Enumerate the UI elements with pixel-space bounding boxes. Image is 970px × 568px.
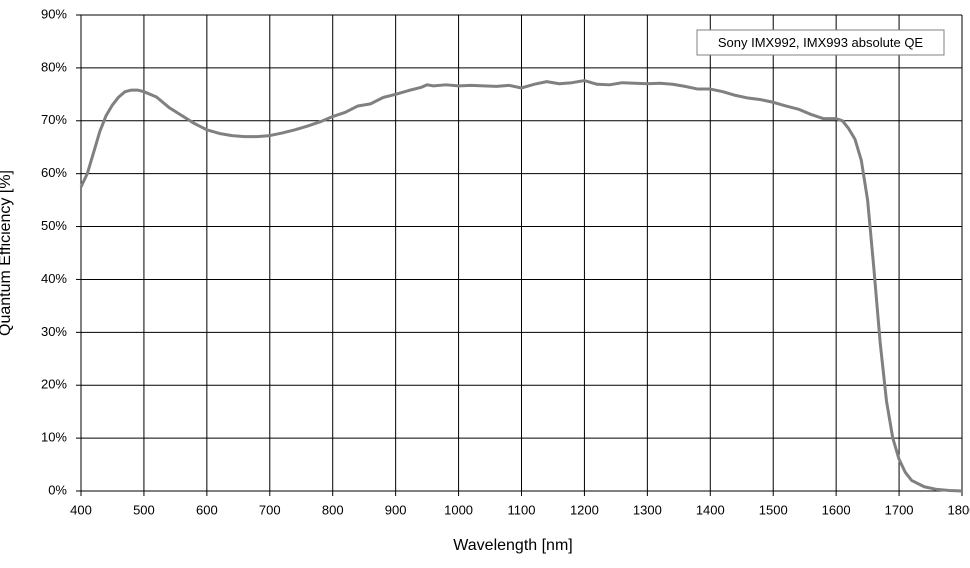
x-tick-label: 1400 (696, 502, 725, 517)
y-tick-label: 70% (41, 112, 67, 127)
legend-label: Sony IMX992, IMX993 absolute QE (718, 35, 924, 50)
y-tick-label: 60% (41, 165, 67, 180)
x-tick-label: 1800 (948, 502, 970, 517)
y-tick-label: 30% (41, 324, 67, 339)
x-tick-label: 1600 (822, 502, 851, 517)
x-axis-label: Wavelength [nm] (453, 537, 572, 554)
x-tick-label: 1500 (759, 502, 788, 517)
x-tick-label: 500 (133, 502, 155, 517)
y-tick-label: 20% (41, 377, 67, 392)
y-tick-label: 80% (41, 59, 67, 74)
legend-box (696, 29, 945, 56)
y-tick-label: 0% (48, 482, 67, 497)
x-tick-label: 700 (259, 502, 281, 517)
y-axis-label: Quantum Efficiency [%] (0, 170, 14, 336)
y-tick-label: 90% (41, 6, 67, 21)
y-tick-label: 50% (41, 218, 67, 233)
y-tick-label: 10% (41, 430, 67, 445)
x-tick-label: 1200 (570, 502, 599, 517)
x-tick-label: 1100 (508, 502, 536, 517)
x-tick-label: 1700 (885, 502, 914, 517)
x-tick-label: 800 (322, 502, 344, 517)
x-tick-label: 1300 (633, 502, 662, 517)
data-line (79, 79, 963, 493)
x-tick-label: 600 (196, 502, 218, 517)
x-tick-label: 900 (385, 502, 407, 517)
y-tick-label: 40% (41, 271, 67, 286)
x-tick-label: 400 (70, 502, 92, 517)
x-tick-label: 1000 (444, 502, 473, 517)
